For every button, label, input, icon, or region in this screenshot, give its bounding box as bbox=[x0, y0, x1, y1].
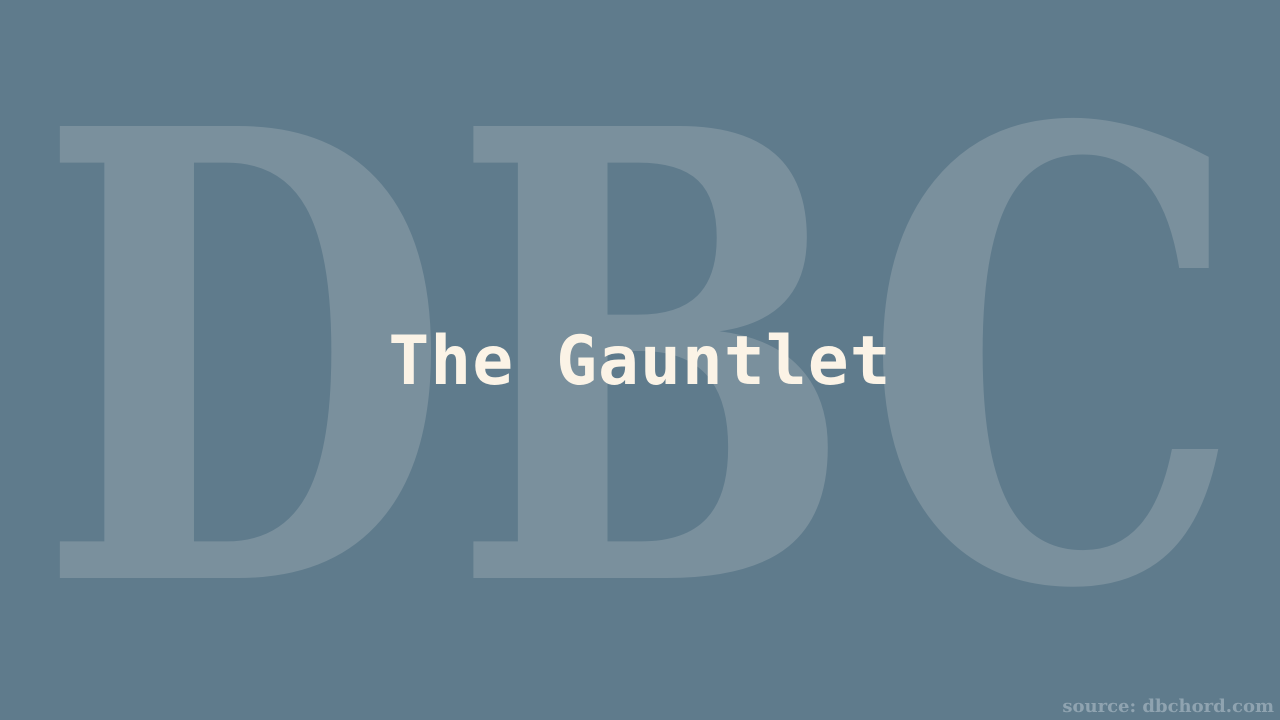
page-title: The Gauntlet bbox=[388, 322, 892, 401]
source-credit: source: dbchord.com bbox=[1062, 696, 1274, 717]
